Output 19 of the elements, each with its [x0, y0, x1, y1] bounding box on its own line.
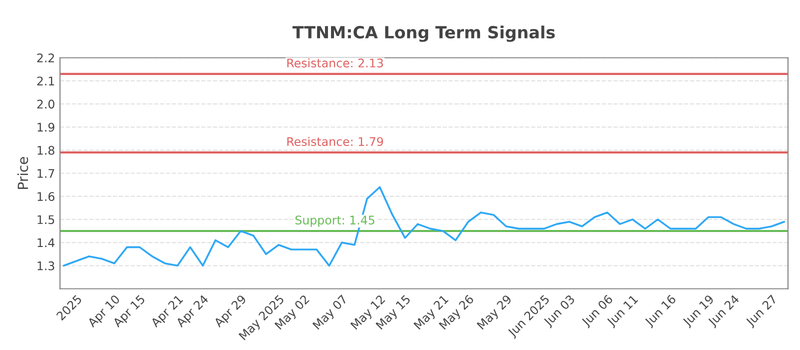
y-tick-label: 2.0 — [37, 100, 54, 109]
y-tick-label: 1.5 — [38, 215, 54, 224]
x-tick-label: Jun 27 — [744, 294, 779, 328]
y-tick-label: 2.1 — [37, 76, 54, 86]
y-tick-label: 1.4 — [38, 238, 54, 248]
y-tick-label: 1.9 — [38, 122, 54, 132]
x-tick-label: Apr 29 — [213, 294, 248, 330]
y-tick-label: 1.3 — [38, 261, 54, 270]
y-tick-label: 1.8 — [38, 146, 54, 155]
y-axis-title: Price — [17, 157, 28, 189]
x-tick-label: Jun 16 — [644, 294, 678, 328]
ref-line-label: Resistance: 1.79 — [287, 136, 384, 146]
y-tick-label: 2.2 — [37, 53, 54, 62]
ref-line-label: Support: 1.45 — [295, 216, 374, 227]
line-series — [62, 186, 786, 267]
y-tick-label: 1.6 — [38, 192, 54, 202]
chart-title: TTNM:CA Long Term Signals — [292, 26, 555, 42]
y-tick-label: 1.7 — [38, 169, 54, 178]
ref-line-label: Resistance: 2.13 — [287, 58, 383, 68]
